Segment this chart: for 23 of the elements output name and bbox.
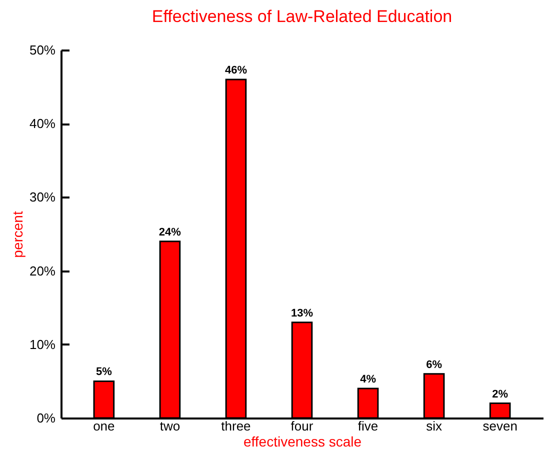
chart-title: Effectiveness of Law-Related Education (152, 7, 452, 26)
data-label: 5% (96, 366, 112, 378)
y-tick-label: 0% (36, 410, 56, 426)
y-axis-title: percent (9, 211, 26, 258)
y-tick-label: 50% (29, 42, 56, 58)
x-tick-label: six (426, 418, 442, 434)
y-tick-label: 30% (29, 190, 56, 205)
x-axis-title: effectiveness scale (243, 434, 362, 450)
y-tick-label: 40% (29, 116, 56, 132)
data-label: 24% (158, 226, 182, 238)
x-tick-label: three (221, 418, 251, 434)
x-tick-label: two (160, 418, 180, 434)
x-tick-label: five (358, 418, 378, 434)
y-tick-label: 20% (29, 263, 56, 278)
data-label: 4% (360, 374, 376, 386)
x-tick-label: four (290, 418, 314, 434)
data-label: 2% (492, 388, 508, 400)
x-tick-label: one (93, 418, 115, 434)
y-tick-label: 10% (29, 336, 56, 352)
data-label: 13% (290, 307, 314, 320)
data-label: 6% (426, 358, 442, 371)
data-label: 46% (224, 64, 248, 76)
x-tick-label: seven (482, 418, 518, 434)
